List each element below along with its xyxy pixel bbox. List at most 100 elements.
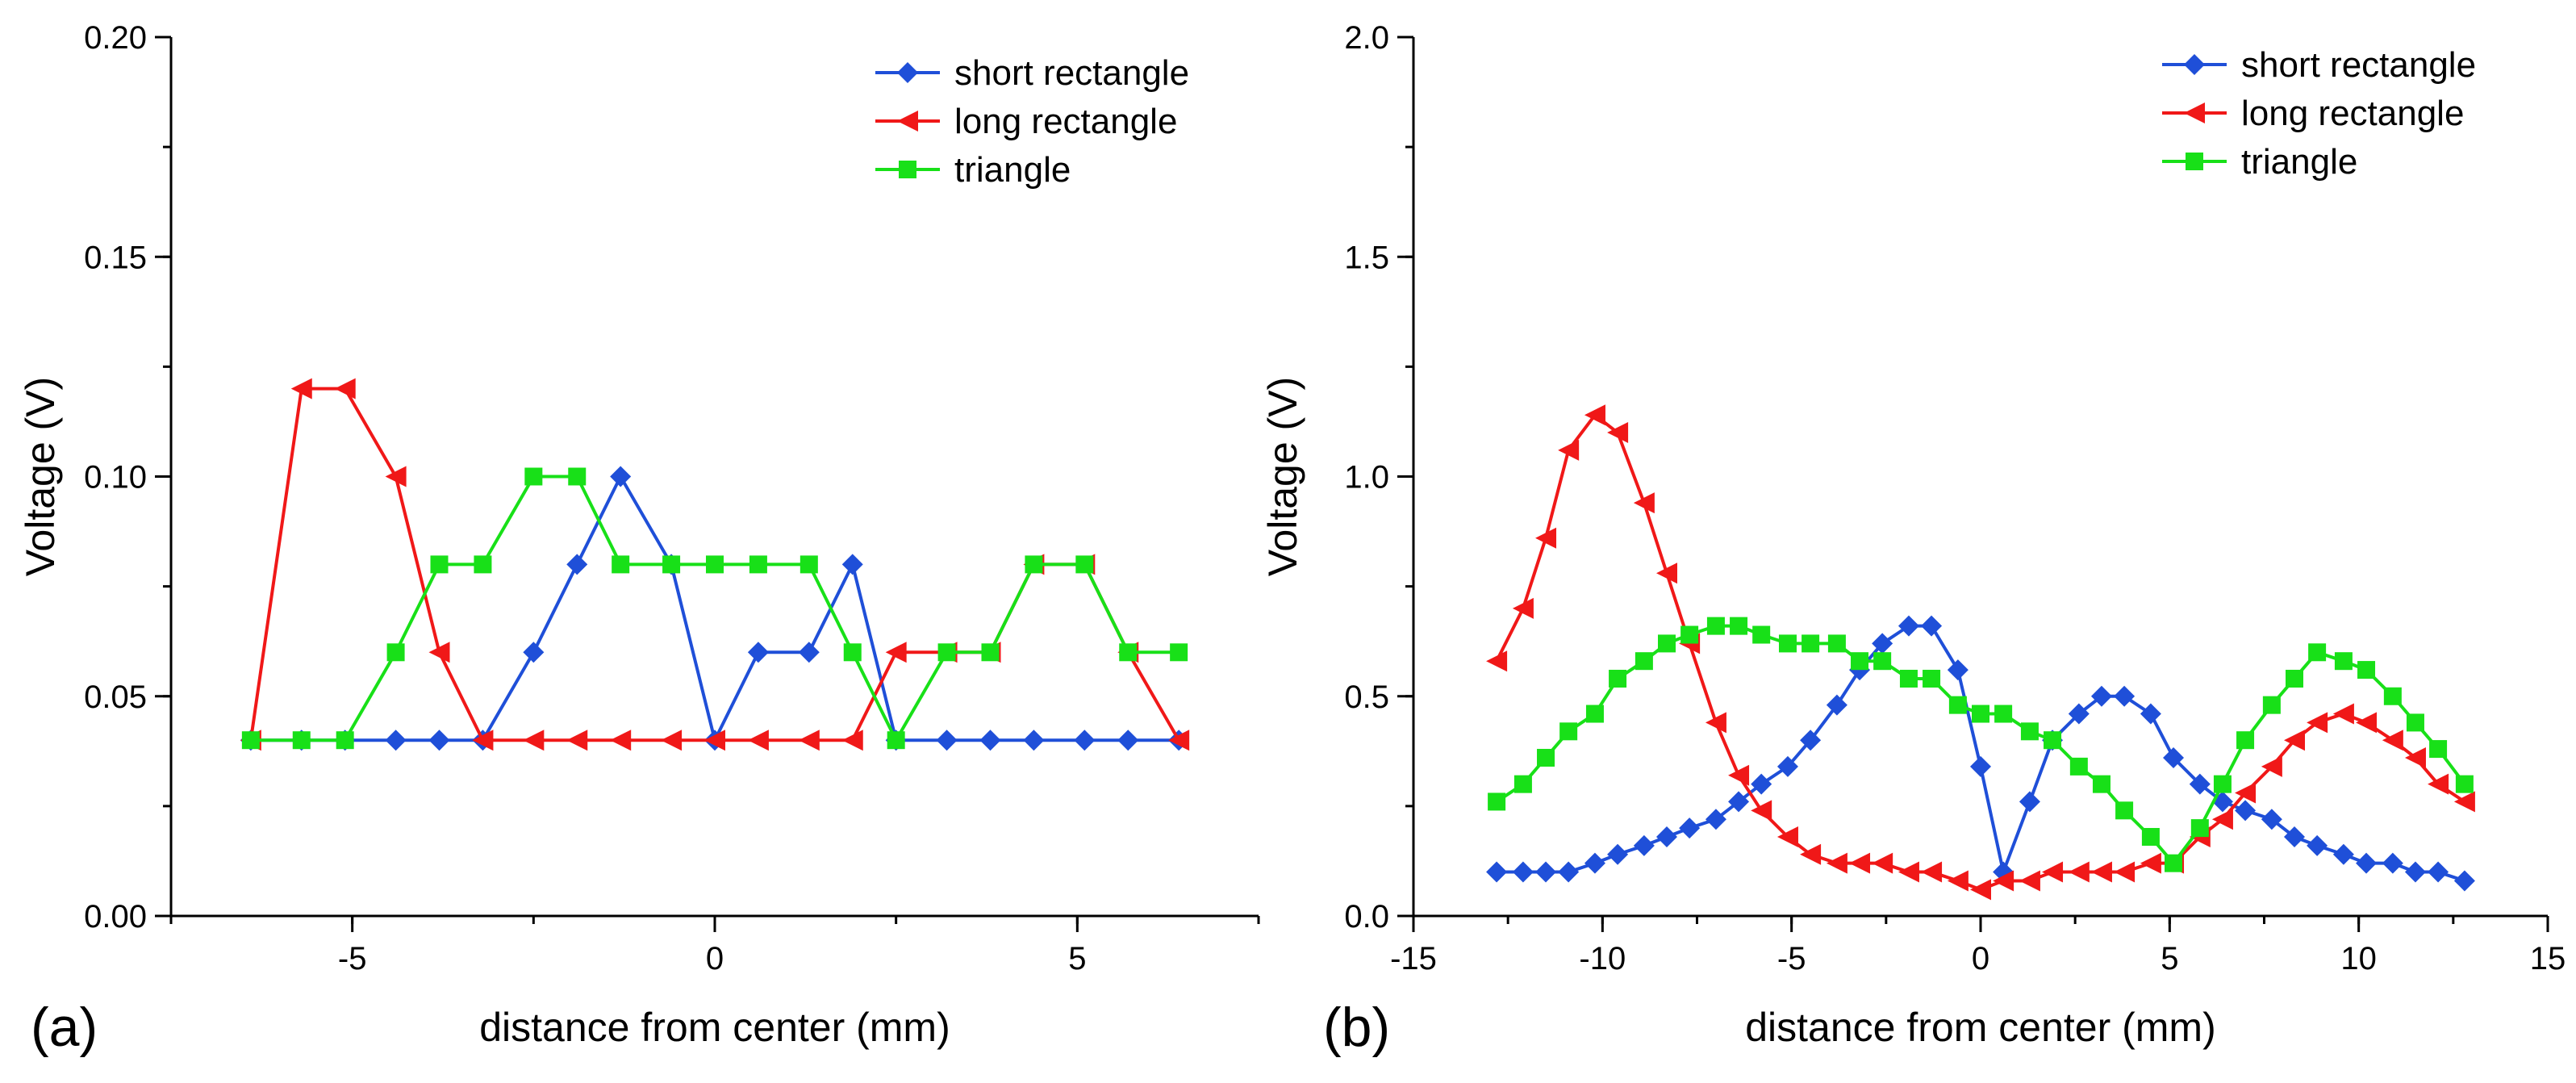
data-point xyxy=(661,730,683,751)
data-point xyxy=(1025,555,1043,574)
data-point xyxy=(1537,748,1555,767)
data-point xyxy=(1607,843,1629,865)
x-tick-label: -5 xyxy=(338,941,367,976)
data-point xyxy=(1168,730,1190,751)
data-point xyxy=(1558,439,1580,461)
data-point xyxy=(936,730,958,751)
legend-label: short rectangle xyxy=(2241,45,2476,85)
data-point xyxy=(1633,492,1655,514)
data-point xyxy=(2261,809,2282,830)
data-point xyxy=(386,643,405,662)
data-point xyxy=(290,378,312,399)
data-point xyxy=(2092,775,2110,793)
data-point xyxy=(2406,713,2424,732)
data-point xyxy=(1117,730,1139,751)
data-point xyxy=(1970,755,1991,777)
data-point xyxy=(1921,615,1943,637)
data-point xyxy=(2115,801,2134,820)
data-point xyxy=(1656,562,1678,584)
data-point xyxy=(2334,652,2353,671)
data-point xyxy=(385,466,407,487)
x-tick-label: 0 xyxy=(1972,941,1989,976)
y-tick-label: 0.15 xyxy=(84,240,147,275)
legend-label: triangle xyxy=(954,150,1071,190)
data-point xyxy=(2383,687,2402,705)
data-point xyxy=(2307,834,2328,856)
data-point xyxy=(1075,555,1094,574)
series-line xyxy=(250,475,1179,742)
data-point xyxy=(1512,597,1534,619)
data-point xyxy=(1751,773,1772,795)
data-point xyxy=(2429,740,2448,759)
y-axis-title: Voltage (V) xyxy=(1260,377,1305,576)
legend-label: triangle xyxy=(2241,142,2357,182)
data-point xyxy=(1170,643,1188,662)
x-tick-label: -5 xyxy=(1777,941,1806,976)
legend: short rectangle long rectangle triangle xyxy=(2162,45,2476,182)
data-point xyxy=(1947,659,1969,681)
data-point xyxy=(1585,705,1604,723)
data-point xyxy=(1584,852,1605,874)
data-point xyxy=(2165,854,2183,872)
data-point xyxy=(1778,634,1797,653)
data-point xyxy=(2090,861,2112,883)
legend-marker xyxy=(2186,153,2203,170)
data-point xyxy=(1872,633,1893,654)
data-point xyxy=(2308,643,2327,662)
legend-label: long rectangle xyxy=(2241,94,2464,133)
y-tick-label: 0.05 xyxy=(84,679,147,715)
data-point xyxy=(2428,773,2449,795)
legend-label: long rectangle xyxy=(954,102,1177,141)
panel-label: (b) xyxy=(1323,997,1390,1058)
data-point xyxy=(523,730,545,751)
data-point xyxy=(1023,730,1045,751)
data-point xyxy=(1826,694,1847,716)
data-point xyxy=(979,730,1001,751)
series-triangle xyxy=(1488,617,2474,872)
data-point xyxy=(568,467,587,486)
data-point xyxy=(1512,861,1534,883)
data-point xyxy=(798,730,820,751)
data-point xyxy=(2190,819,2209,838)
data-point xyxy=(841,554,863,575)
x-tick-label: -15 xyxy=(1390,941,1437,976)
y-axis-title: Voltage (V) xyxy=(18,377,63,576)
data-point xyxy=(2453,791,2475,813)
data-point xyxy=(2404,861,2426,883)
data-point xyxy=(1535,861,1557,883)
data-point xyxy=(1776,826,1798,847)
data-point xyxy=(1947,870,1969,892)
data-point xyxy=(1486,861,1508,883)
data-point xyxy=(1609,669,1627,688)
data-point xyxy=(2068,703,2090,725)
legend-marker xyxy=(2184,54,2205,75)
data-point xyxy=(1851,652,1869,671)
data-point xyxy=(1802,634,1820,653)
data-point xyxy=(1119,643,1138,662)
data-point xyxy=(1752,625,1771,644)
x-tick-label: 5 xyxy=(2161,941,2178,976)
data-point xyxy=(428,730,450,751)
data-point xyxy=(1872,852,1893,874)
data-point xyxy=(800,555,818,574)
series-triangle xyxy=(241,467,1188,750)
data-point xyxy=(2044,731,2062,750)
data-point xyxy=(1970,879,1991,901)
data-point xyxy=(336,731,354,750)
x-tick-label: 5 xyxy=(1068,941,1086,976)
data-point xyxy=(334,378,356,399)
data-point xyxy=(885,642,907,663)
data-point xyxy=(1923,669,1941,688)
data-point xyxy=(1899,669,1918,688)
data-point xyxy=(1972,705,1989,723)
data-point xyxy=(1898,615,1919,637)
data-point xyxy=(843,643,862,662)
data-point xyxy=(1898,861,1919,883)
data-point xyxy=(1728,791,1750,813)
data-point xyxy=(2285,669,2303,688)
data-point xyxy=(1751,800,1772,822)
data-point xyxy=(1800,730,1822,751)
x-tick-label: 10 xyxy=(2340,941,2377,976)
y-tick-label: 0.00 xyxy=(84,899,147,935)
data-point xyxy=(2332,843,2354,865)
